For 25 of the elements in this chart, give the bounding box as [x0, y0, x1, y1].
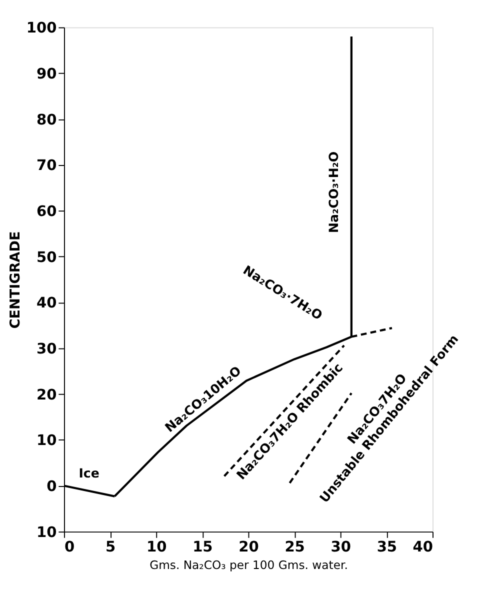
x-tick-label: 15: [192, 539, 213, 556]
y-tick-label: 30: [36, 342, 57, 358]
annotation: Na₂CO₃·H₂O: [326, 151, 341, 233]
x-tick-label: 10: [146, 539, 167, 556]
annotation: Ice: [78, 465, 100, 480]
y-tick-label: 80: [36, 112, 57, 128]
x-tick-label: 20: [238, 539, 259, 556]
x-tick-label: 5: [105, 539, 116, 556]
y-tick-label: 0: [46, 479, 57, 496]
y-tick-label: 70: [36, 158, 57, 174]
x-tick-label: 35: [376, 539, 398, 556]
y-tick-label: 10: [36, 433, 57, 450]
x-tick-label: 25: [284, 539, 305, 556]
x-tick-label: 0: [64, 539, 75, 556]
x-axis-title: Gms. Na₂CO₃ per 100 Gms. water.: [150, 558, 348, 572]
y-tick-label: 50: [36, 250, 57, 266]
y-tick-label: 20: [36, 387, 57, 404]
y-tick-label: 100: [26, 20, 57, 37]
y-tick-label: 40: [36, 296, 57, 312]
x-tick-label: 40: [412, 539, 433, 556]
y-tick-label: 90: [36, 66, 57, 82]
y-tick-label: 10: [36, 524, 57, 541]
y-axis-title: CENTIGRADE: [8, 231, 24, 329]
y-tick-label: 60: [36, 204, 57, 220]
x-tick-label: 30: [330, 539, 351, 556]
